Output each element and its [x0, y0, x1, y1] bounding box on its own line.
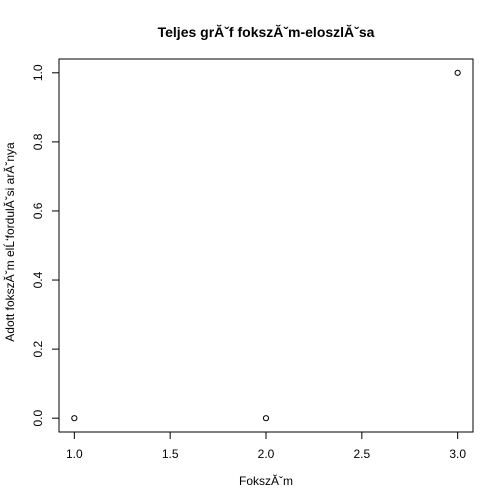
data-point	[454, 69, 461, 76]
y-tick-label: 0.8	[31, 133, 45, 150]
x-axis: 1.0 1.5 2.0 2.5 3.0	[66, 431, 466, 461]
chart-title: Teljes grĂˇf fokszĂˇm-eloszlĂˇsa	[158, 24, 375, 40]
y-axis: 0.0 0.2 0.4 0.6 0.8 1.0	[31, 64, 60, 427]
data-point	[71, 415, 78, 422]
x-tick-label: 1.5	[162, 447, 179, 461]
x-tick-label: 2.5	[353, 447, 370, 461]
x-tick-label: 1.0	[66, 447, 83, 461]
x-axis-label: FokszĂˇm	[239, 473, 293, 488]
y-tick-label: 1.0	[31, 64, 45, 81]
data-point	[262, 415, 270, 422]
x-tick-label: 2.0	[258, 447, 275, 461]
y-tick-label: 0.2	[31, 340, 45, 357]
x-tick-label: 3.0	[449, 447, 466, 461]
y-tick-label: 0.4	[31, 271, 45, 288]
y-axis-label: Adott fokszĂˇm elĹ‘fordulĂˇsi arĂˇnya	[2, 142, 17, 342]
y-tick-label: 0.6	[31, 202, 45, 219]
plot-frame	[58, 58, 474, 433]
data-points	[71, 69, 461, 422]
y-tick-label: 0.0	[31, 410, 45, 427]
